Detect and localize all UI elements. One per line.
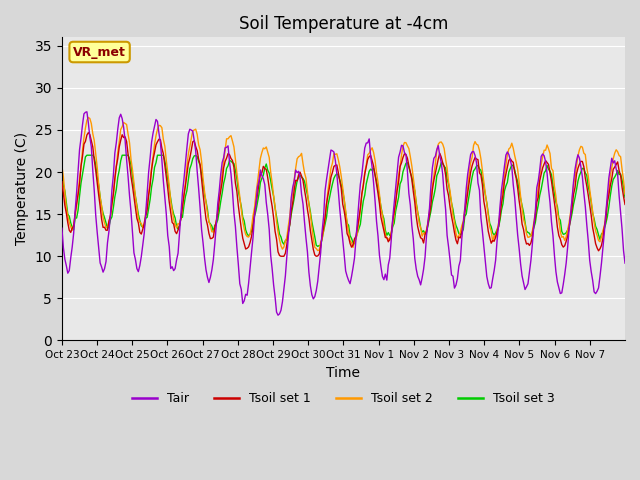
- Title: Soil Temperature at -4cm: Soil Temperature at -4cm: [239, 15, 448, 33]
- X-axis label: Time: Time: [326, 366, 360, 380]
- Legend: Tair, Tsoil set 1, Tsoil set 2, Tsoil set 3: Tair, Tsoil set 1, Tsoil set 2, Tsoil se…: [127, 387, 559, 410]
- Text: VR_met: VR_met: [73, 46, 126, 59]
- Y-axis label: Temperature (C): Temperature (C): [15, 132, 29, 245]
